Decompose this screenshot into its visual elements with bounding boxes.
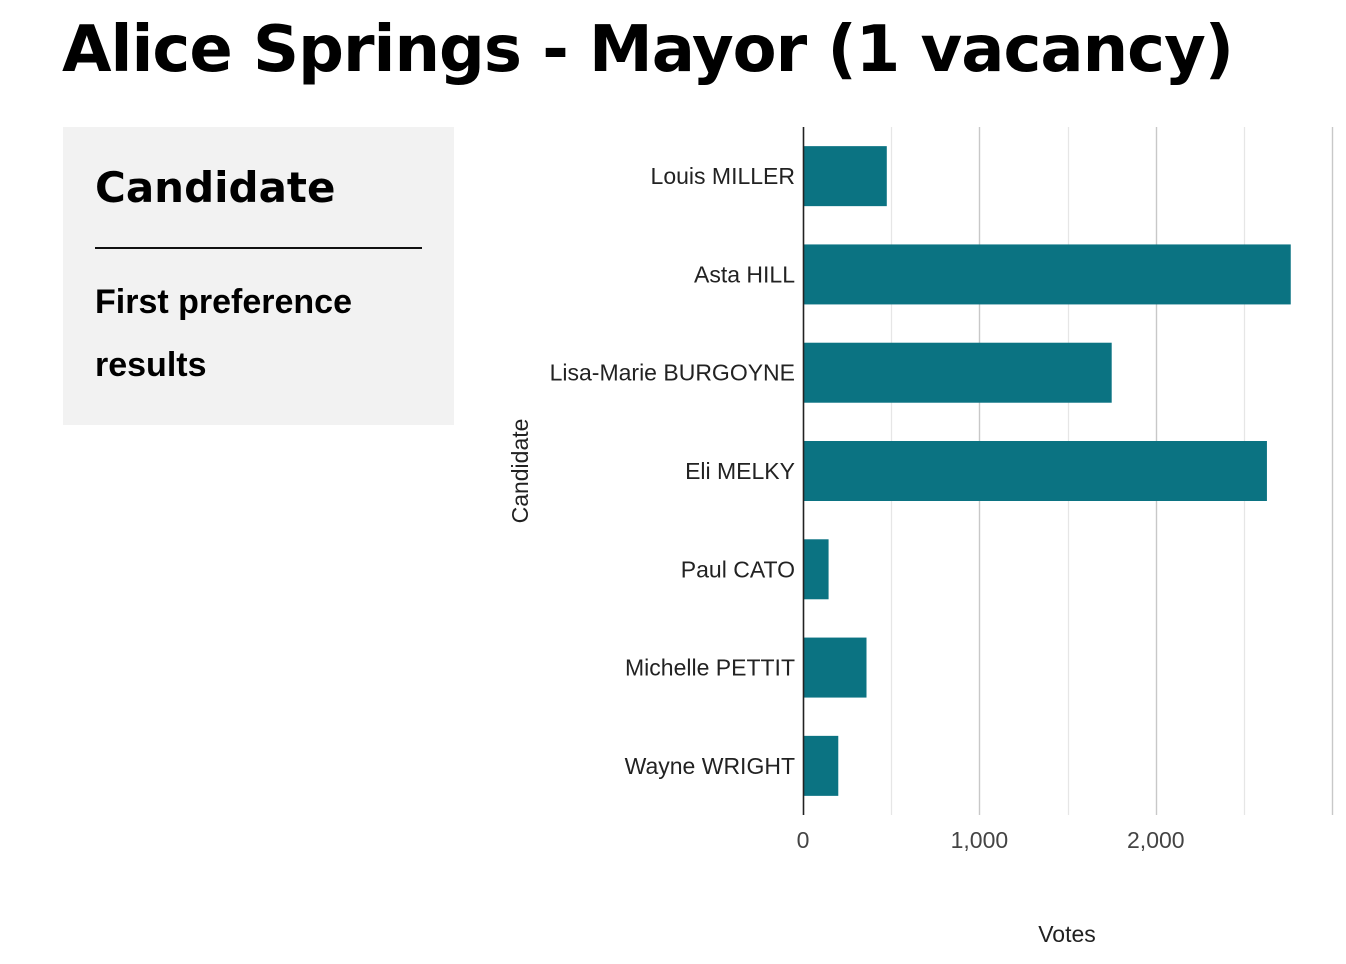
- bar: [803, 735, 839, 796]
- category-label: Paul CATO: [681, 556, 795, 582]
- category-label: Louis MILLER: [651, 163, 795, 189]
- bar: [803, 539, 829, 600]
- panel-subheading: First preference results: [95, 283, 352, 384]
- category-label: Michelle PETTIT: [625, 655, 795, 681]
- bar: [803, 441, 1267, 501]
- x-tick-labels: 0 1,000 2,000: [797, 827, 1185, 853]
- category-label: Lisa-Marie BURGOYNE: [550, 360, 795, 386]
- page-title: Alice Springs - Mayor (1 vacancy): [62, 13, 1234, 87]
- y-axis-title: Candidate: [507, 419, 533, 524]
- bar: [803, 146, 887, 207]
- category-labels: Louis MILLER Asta HILL Lisa-Marie BURGOYNE…: [550, 163, 796, 779]
- panel-divider: [95, 247, 422, 249]
- x-tick-label: 1,000: [951, 827, 1009, 853]
- bar: [803, 637, 867, 698]
- x-axis-title: Votes: [1038, 921, 1096, 947]
- candidate-panel: Candidate First preference results: [63, 127, 454, 425]
- bar: [803, 244, 1291, 305]
- bars: [803, 146, 1291, 796]
- panel-heading: Candidate: [95, 163, 336, 212]
- bar: [803, 342, 1112, 403]
- x-tick-label: 0: [797, 827, 810, 853]
- x-tick-label: 2,000: [1127, 827, 1185, 853]
- category-label: Asta HILL: [694, 261, 795, 287]
- category-label: Wayne WRIGHT: [625, 753, 795, 779]
- category-label: Eli MELKY: [685, 458, 795, 484]
